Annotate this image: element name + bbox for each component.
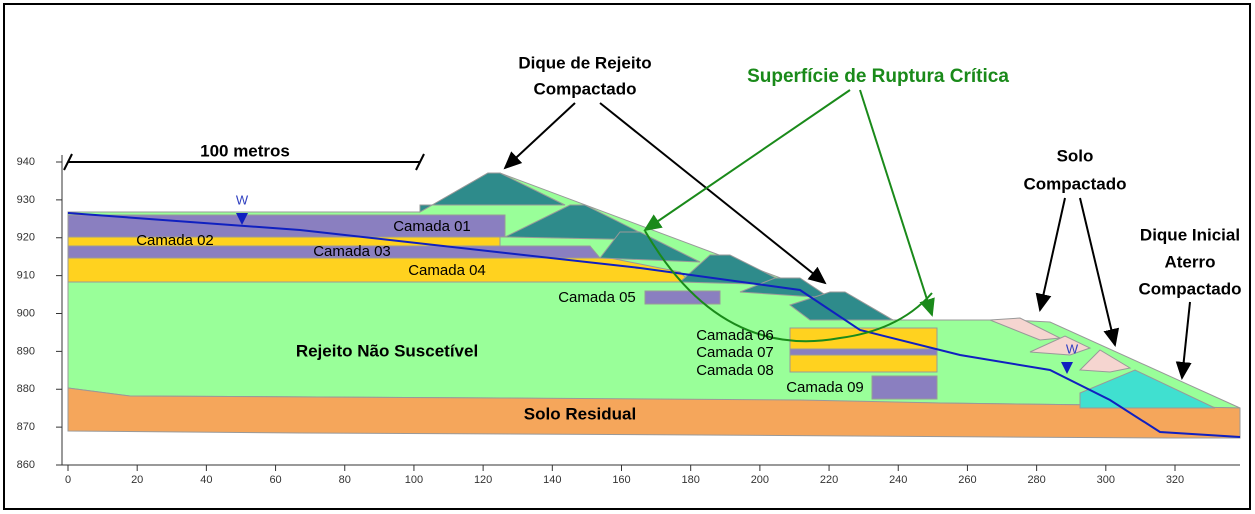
x-tick-label: 220	[820, 474, 838, 486]
x-tick-label: 160	[612, 474, 630, 486]
y-tick-label: 910	[17, 270, 35, 282]
annotation: Superfície de Ruptura Crítica	[747, 66, 1009, 87]
x-tick-label: 320	[1166, 474, 1184, 486]
annotation: Dique Inicial	[1140, 225, 1240, 244]
x-tick-label: 260	[958, 474, 976, 486]
x-tick-label: 100	[405, 474, 423, 486]
layer-label: Camada 05	[558, 289, 636, 306]
layer-label: Camada 09	[786, 379, 864, 396]
annotation: Compactado	[1139, 279, 1242, 298]
x-tick-label: 20	[131, 474, 143, 486]
layer-label: Camada 03	[313, 243, 391, 260]
y-tick-label: 940	[17, 156, 35, 168]
ticks: 0 20 40 60 80 100 120 140 160 180 200 220 240 260 280 3…	[17, 156, 1185, 486]
layer-label: Camada 04	[408, 262, 486, 279]
x-tick-label: 200	[751, 474, 769, 486]
layer-label: Camada 07	[696, 344, 774, 361]
material-label: Rejeito Não Suscetível	[296, 341, 478, 360]
annotation: Solo	[1057, 146, 1094, 165]
x-tick-label: 0	[65, 474, 71, 486]
layer-label: Camada 01	[393, 218, 471, 235]
axes	[61, 155, 1240, 466]
annotation: Compactado	[534, 79, 637, 98]
layer-labels: Camada 01 Camada 02 Camada 03 Camada 04 Cama…	[136, 218, 864, 396]
x-tick-label: 180	[682, 474, 700, 486]
x-tick-label: 80	[339, 474, 351, 486]
x-tick-label: 300	[1097, 474, 1115, 486]
x-tick-label: 240	[889, 474, 907, 486]
arrows	[503, 89, 1192, 380]
y-tick-label: 890	[17, 345, 35, 357]
section	[67, 172, 1241, 439]
annotation: Compactado	[1024, 174, 1127, 193]
scale-label: 100 metros	[200, 141, 290, 160]
layer-label: Camada 02	[136, 232, 214, 249]
layer-label: Camada 08	[696, 362, 774, 379]
x-tick-label: 140	[543, 474, 561, 486]
y-tick-label: 930	[17, 194, 35, 206]
water-marker: W	[236, 192, 249, 207]
y-tick-label: 900	[17, 307, 35, 319]
scale-bar	[63, 153, 425, 171]
annotation: Dique de Rejeito	[518, 53, 651, 72]
x-tick-label: 40	[200, 474, 212, 486]
y-tick-label: 860	[17, 459, 35, 471]
material-label: Solo Residual	[524, 404, 636, 423]
x-tick-label: 120	[474, 474, 492, 486]
y-tick-label: 870	[17, 421, 35, 433]
y-tick-label: 880	[17, 383, 35, 395]
water-marker: W	[1066, 341, 1079, 356]
layer-label: Camada 06	[696, 327, 774, 344]
y-tick-label: 920	[17, 232, 35, 244]
x-tick-label: 60	[269, 474, 281, 486]
annotation: Aterro	[1164, 252, 1215, 271]
x-tick-label: 280	[1027, 474, 1045, 486]
